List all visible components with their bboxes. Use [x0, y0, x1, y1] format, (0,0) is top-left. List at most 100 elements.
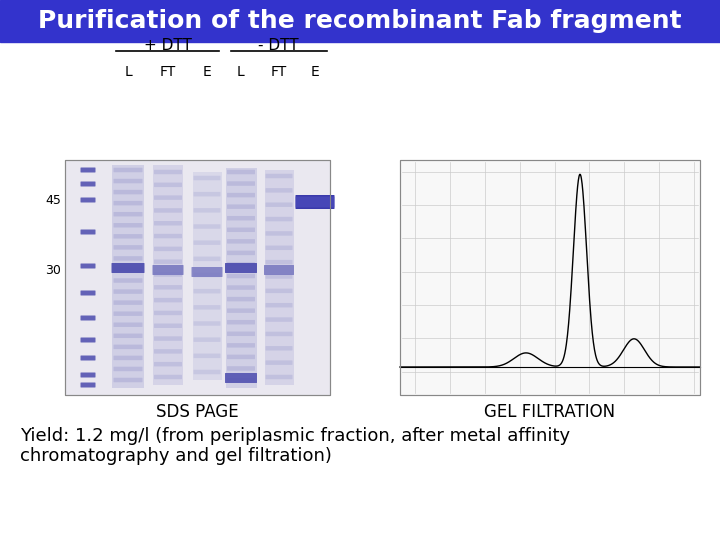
FancyBboxPatch shape [154, 298, 182, 302]
FancyBboxPatch shape [194, 289, 220, 293]
FancyBboxPatch shape [154, 183, 182, 187]
FancyBboxPatch shape [227, 170, 255, 174]
FancyBboxPatch shape [154, 310, 182, 315]
Bar [112, 165, 144, 388]
Text: - DTT: - DTT [258, 38, 298, 53]
Text: 30: 30 [45, 264, 61, 276]
FancyBboxPatch shape [194, 208, 220, 213]
FancyBboxPatch shape [154, 323, 182, 328]
FancyBboxPatch shape [81, 373, 96, 377]
FancyBboxPatch shape [266, 188, 292, 193]
Text: FT: FT [160, 65, 176, 79]
FancyBboxPatch shape [114, 212, 143, 217]
Text: chromatography and gel filtration): chromatography and gel filtration) [20, 447, 332, 465]
FancyBboxPatch shape [227, 285, 255, 290]
FancyBboxPatch shape [114, 378, 143, 382]
FancyBboxPatch shape [295, 197, 335, 207]
FancyBboxPatch shape [114, 356, 143, 360]
FancyBboxPatch shape [194, 224, 220, 229]
FancyBboxPatch shape [154, 362, 182, 367]
FancyBboxPatch shape [81, 355, 96, 361]
FancyBboxPatch shape [227, 355, 255, 359]
Bar [264, 170, 294, 385]
FancyBboxPatch shape [112, 263, 145, 273]
FancyBboxPatch shape [154, 259, 182, 264]
FancyBboxPatch shape [266, 288, 292, 293]
FancyBboxPatch shape [114, 300, 143, 305]
FancyBboxPatch shape [266, 174, 292, 178]
Text: Purification of the recombinant Fab fragment: Purification of the recombinant Fab frag… [38, 9, 682, 33]
Text: 45: 45 [45, 193, 61, 206]
FancyBboxPatch shape [295, 195, 335, 209]
FancyBboxPatch shape [227, 366, 255, 370]
Bar [225, 168, 256, 388]
FancyBboxPatch shape [114, 312, 143, 316]
Text: + DTT: + DTT [143, 38, 192, 53]
FancyBboxPatch shape [194, 176, 220, 180]
FancyBboxPatch shape [114, 234, 143, 239]
FancyBboxPatch shape [225, 373, 257, 383]
FancyBboxPatch shape [81, 181, 96, 186]
FancyBboxPatch shape [266, 246, 292, 250]
FancyBboxPatch shape [81, 264, 96, 268]
FancyBboxPatch shape [227, 378, 255, 382]
FancyBboxPatch shape [81, 167, 96, 172]
FancyBboxPatch shape [154, 285, 182, 289]
FancyBboxPatch shape [194, 305, 220, 309]
FancyBboxPatch shape [227, 216, 255, 220]
FancyBboxPatch shape [264, 265, 294, 275]
FancyBboxPatch shape [227, 251, 255, 255]
FancyBboxPatch shape [194, 273, 220, 277]
FancyBboxPatch shape [81, 291, 96, 295]
FancyBboxPatch shape [154, 336, 182, 341]
Text: L: L [124, 65, 132, 79]
Text: FT: FT [271, 65, 287, 79]
FancyBboxPatch shape [154, 221, 182, 226]
Bar [65, 160, 330, 395]
FancyBboxPatch shape [227, 320, 255, 325]
FancyBboxPatch shape [194, 354, 220, 358]
FancyBboxPatch shape [266, 303, 292, 307]
FancyBboxPatch shape [225, 263, 257, 273]
FancyBboxPatch shape [266, 217, 292, 221]
Text: L: L [237, 65, 245, 79]
FancyBboxPatch shape [114, 345, 143, 349]
FancyBboxPatch shape [227, 274, 255, 278]
Bar [400, 160, 700, 395]
FancyBboxPatch shape [194, 338, 220, 342]
FancyBboxPatch shape [114, 190, 143, 194]
FancyBboxPatch shape [194, 370, 220, 374]
FancyBboxPatch shape [154, 208, 182, 213]
FancyBboxPatch shape [153, 265, 184, 275]
FancyBboxPatch shape [266, 260, 292, 265]
FancyBboxPatch shape [227, 343, 255, 348]
FancyBboxPatch shape [114, 334, 143, 338]
FancyBboxPatch shape [114, 322, 143, 327]
Bar [400, 160, 700, 395]
FancyBboxPatch shape [81, 382, 96, 388]
FancyBboxPatch shape [194, 240, 220, 245]
FancyBboxPatch shape [266, 318, 292, 322]
FancyBboxPatch shape [114, 267, 143, 272]
FancyBboxPatch shape [227, 205, 255, 209]
FancyBboxPatch shape [154, 170, 182, 174]
FancyBboxPatch shape [266, 332, 292, 336]
FancyBboxPatch shape [227, 332, 255, 336]
Text: Yield: 1.2 mg/l (from periplasmic fraction, after metal affinity: Yield: 1.2 mg/l (from periplasmic fracti… [20, 427, 570, 445]
FancyBboxPatch shape [194, 321, 220, 326]
Text: SDS PAGE: SDS PAGE [156, 403, 239, 421]
FancyBboxPatch shape [114, 245, 143, 249]
FancyBboxPatch shape [266, 375, 292, 379]
Bar [192, 172, 222, 380]
Text: E: E [202, 65, 212, 79]
Bar [65, 160, 330, 395]
FancyBboxPatch shape [114, 168, 143, 172]
FancyBboxPatch shape [81, 230, 96, 234]
FancyBboxPatch shape [154, 375, 182, 379]
FancyBboxPatch shape [114, 256, 143, 261]
FancyBboxPatch shape [114, 201, 143, 205]
FancyBboxPatch shape [154, 234, 182, 238]
FancyBboxPatch shape [266, 202, 292, 207]
FancyBboxPatch shape [154, 349, 182, 354]
FancyBboxPatch shape [227, 227, 255, 232]
